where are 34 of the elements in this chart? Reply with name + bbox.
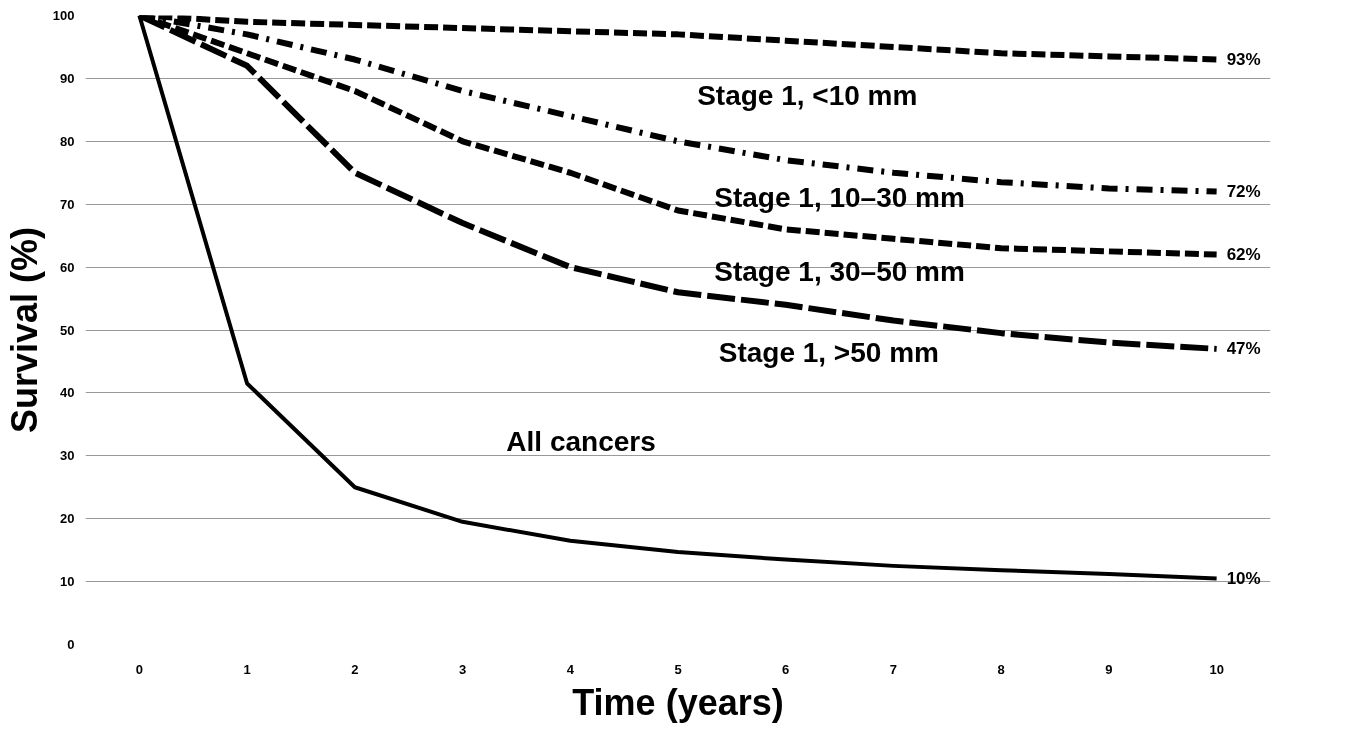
- x-tick-label: 2: [351, 661, 359, 677]
- x-tick-label: 7: [889, 661, 898, 677]
- y-tick-label: 60: [60, 259, 75, 275]
- series-label: Stage 1, 10–30 mm: [714, 182, 965, 214]
- y-tick-label: 20: [60, 511, 75, 527]
- data-label: 47%: [1226, 339, 1261, 359]
- x-tick-label: 6: [782, 661, 790, 677]
- data-label: 93%: [1226, 50, 1261, 70]
- y-tick-label: 40: [60, 385, 75, 401]
- data-label: 10%: [1226, 568, 1261, 588]
- y-tick-label: 30: [60, 448, 75, 464]
- series-label: Stage 1, >50 mm: [718, 336, 939, 368]
- x-tick-label: 0: [135, 661, 143, 677]
- x-tick-label: 10: [1209, 661, 1224, 677]
- y-tick-label: 90: [60, 70, 75, 86]
- x-tick-label: 8: [997, 661, 1005, 677]
- x-axis-title: Time (years): [572, 681, 784, 723]
- series-label: Stage 1, 30–50 mm: [714, 256, 965, 288]
- x-tick-label: 5: [674, 661, 682, 677]
- x-tick-label: 9: [1105, 661, 1113, 677]
- y-tick-label: 0: [67, 637, 75, 652]
- y-tick-label: 100: [52, 8, 75, 23]
- text: All cancers: [506, 425, 656, 457]
- y-tick-label: 10: [60, 574, 75, 590]
- y-tick-label: 70: [60, 196, 75, 212]
- data-label: 62%: [1226, 245, 1261, 265]
- series-label: Stage 1, <10 mm: [697, 79, 918, 111]
- data-label: 72%: [1226, 182, 1261, 202]
- x-tick-label: 4: [566, 661, 575, 677]
- y-axis-title: Survival (%): [3, 226, 45, 434]
- x-tick-label: 1: [243, 661, 251, 677]
- y-tick-label: 80: [60, 133, 75, 149]
- y-tick-label: 50: [60, 322, 75, 338]
- x-tick-label: 3: [458, 661, 467, 677]
